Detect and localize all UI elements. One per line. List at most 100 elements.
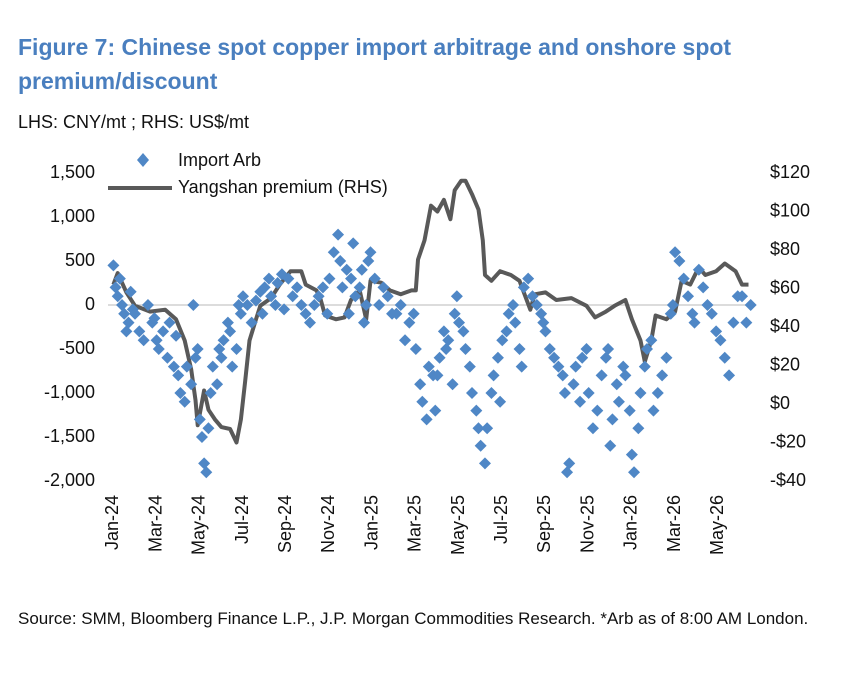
scatter-point	[237, 290, 250, 303]
y-tick-label: -1,000	[44, 382, 95, 402]
scatter-point	[669, 246, 682, 259]
scatter-point	[232, 299, 245, 311]
scatter-point	[308, 299, 321, 311]
scatter-point	[448, 307, 461, 320]
scatter-point	[496, 334, 509, 347]
scatter-point	[323, 272, 336, 285]
scatter-point	[500, 325, 513, 338]
scatter-point	[619, 369, 632, 382]
scatter-point	[399, 334, 412, 347]
scatter-point	[472, 422, 485, 435]
scatter-point	[535, 307, 548, 320]
scatter-point	[623, 404, 636, 417]
scatter-point	[167, 360, 180, 373]
scatter-point	[660, 351, 673, 364]
scatter-point	[345, 272, 358, 285]
y-tick-label: -2,000	[44, 470, 95, 490]
x-tick-label: May-26	[707, 495, 727, 555]
y-tick-label: 500	[65, 250, 95, 270]
scatter-point	[446, 378, 459, 391]
scatter-point	[530, 299, 543, 311]
scatter-point	[141, 299, 154, 311]
y2-tick-label: -$40	[770, 470, 806, 490]
scatter-point	[617, 360, 630, 373]
scatter-point	[688, 316, 701, 329]
scatter-point	[604, 439, 617, 452]
scatter-point	[303, 316, 316, 329]
scatter-point	[170, 329, 183, 342]
scatter-point	[340, 263, 353, 276]
scatter-point	[612, 395, 625, 408]
y-tick-label: 1,500	[50, 162, 95, 182]
scatter-point	[269, 299, 282, 311]
scatter-point	[727, 316, 740, 329]
scatter-point	[558, 387, 571, 399]
scatter-point	[714, 334, 727, 347]
scatter-point	[390, 307, 403, 320]
scatter-point	[651, 387, 664, 399]
scatter-point	[433, 351, 446, 364]
y-tick-label: -1,500	[44, 426, 95, 446]
scatter-point	[647, 404, 660, 417]
x-tick-label: Mar-26	[664, 495, 684, 552]
x-tick-label: Mar-25	[405, 495, 425, 552]
y2-tick-label: -$20	[770, 431, 806, 451]
scatter-point	[180, 360, 193, 373]
scatter-point	[191, 343, 204, 355]
scatter-point	[174, 387, 187, 399]
scatter-point	[582, 387, 595, 399]
x-tick-label: Jan-24	[102, 495, 122, 550]
source-note: Source: SMM, Bloomberg Finance L.P., J.P…	[18, 609, 809, 628]
scatter-point	[107, 259, 120, 272]
x-tick-label: Nov-25	[577, 495, 597, 553]
scatter-point	[111, 290, 124, 303]
legend-label: Import Arb	[178, 150, 261, 170]
scatter-point	[362, 255, 375, 267]
scatter-point	[230, 343, 243, 355]
scatter-point	[282, 272, 295, 285]
scatter-point	[677, 272, 690, 285]
scatter-point	[537, 316, 550, 329]
scatter-point	[552, 360, 565, 373]
scatter-point	[215, 351, 228, 364]
scatter-point	[513, 343, 526, 355]
scatter-point	[193, 413, 206, 426]
scatter-point	[625, 448, 638, 461]
scatter-point	[316, 281, 329, 294]
scatter-point	[440, 343, 453, 355]
scatter-point	[178, 395, 191, 408]
scatter-point	[403, 316, 416, 329]
scatter-point	[295, 299, 308, 311]
scatter-point	[723, 369, 736, 382]
y2-tick-label: $20	[770, 354, 800, 374]
scatter-point	[701, 299, 714, 311]
scatter-point	[718, 351, 731, 364]
scatter-point	[610, 378, 623, 391]
chart-subtitle: LHS: CNY/mt ; RHS: US$/mt	[18, 112, 250, 132]
scatter-point	[522, 272, 535, 285]
scatter-point	[148, 312, 161, 325]
scatter-point	[450, 290, 463, 303]
scatter-point	[682, 290, 695, 303]
scatter-point	[628, 466, 641, 479]
scatter-point	[591, 404, 604, 417]
scatter-point	[122, 316, 135, 329]
chart-title: Figure 7: Chinese spot copper import arb…	[18, 34, 732, 94]
scatter-point	[632, 422, 645, 435]
scatter-point	[586, 422, 599, 435]
scatter-point	[470, 404, 483, 417]
scatter-point	[291, 281, 304, 294]
x-tick-label: Jan-26	[621, 495, 641, 550]
scatter-point	[634, 387, 647, 399]
scatter-point	[342, 307, 355, 320]
scatter-point	[150, 334, 163, 347]
scatter-point	[602, 343, 615, 355]
scatter-point	[256, 307, 269, 320]
scatter-point	[563, 457, 576, 470]
scatter-point	[116, 299, 129, 311]
scatter-point	[381, 290, 394, 303]
scatter-point	[686, 307, 699, 320]
scatter-point	[414, 378, 427, 391]
scatter-point	[327, 246, 340, 259]
